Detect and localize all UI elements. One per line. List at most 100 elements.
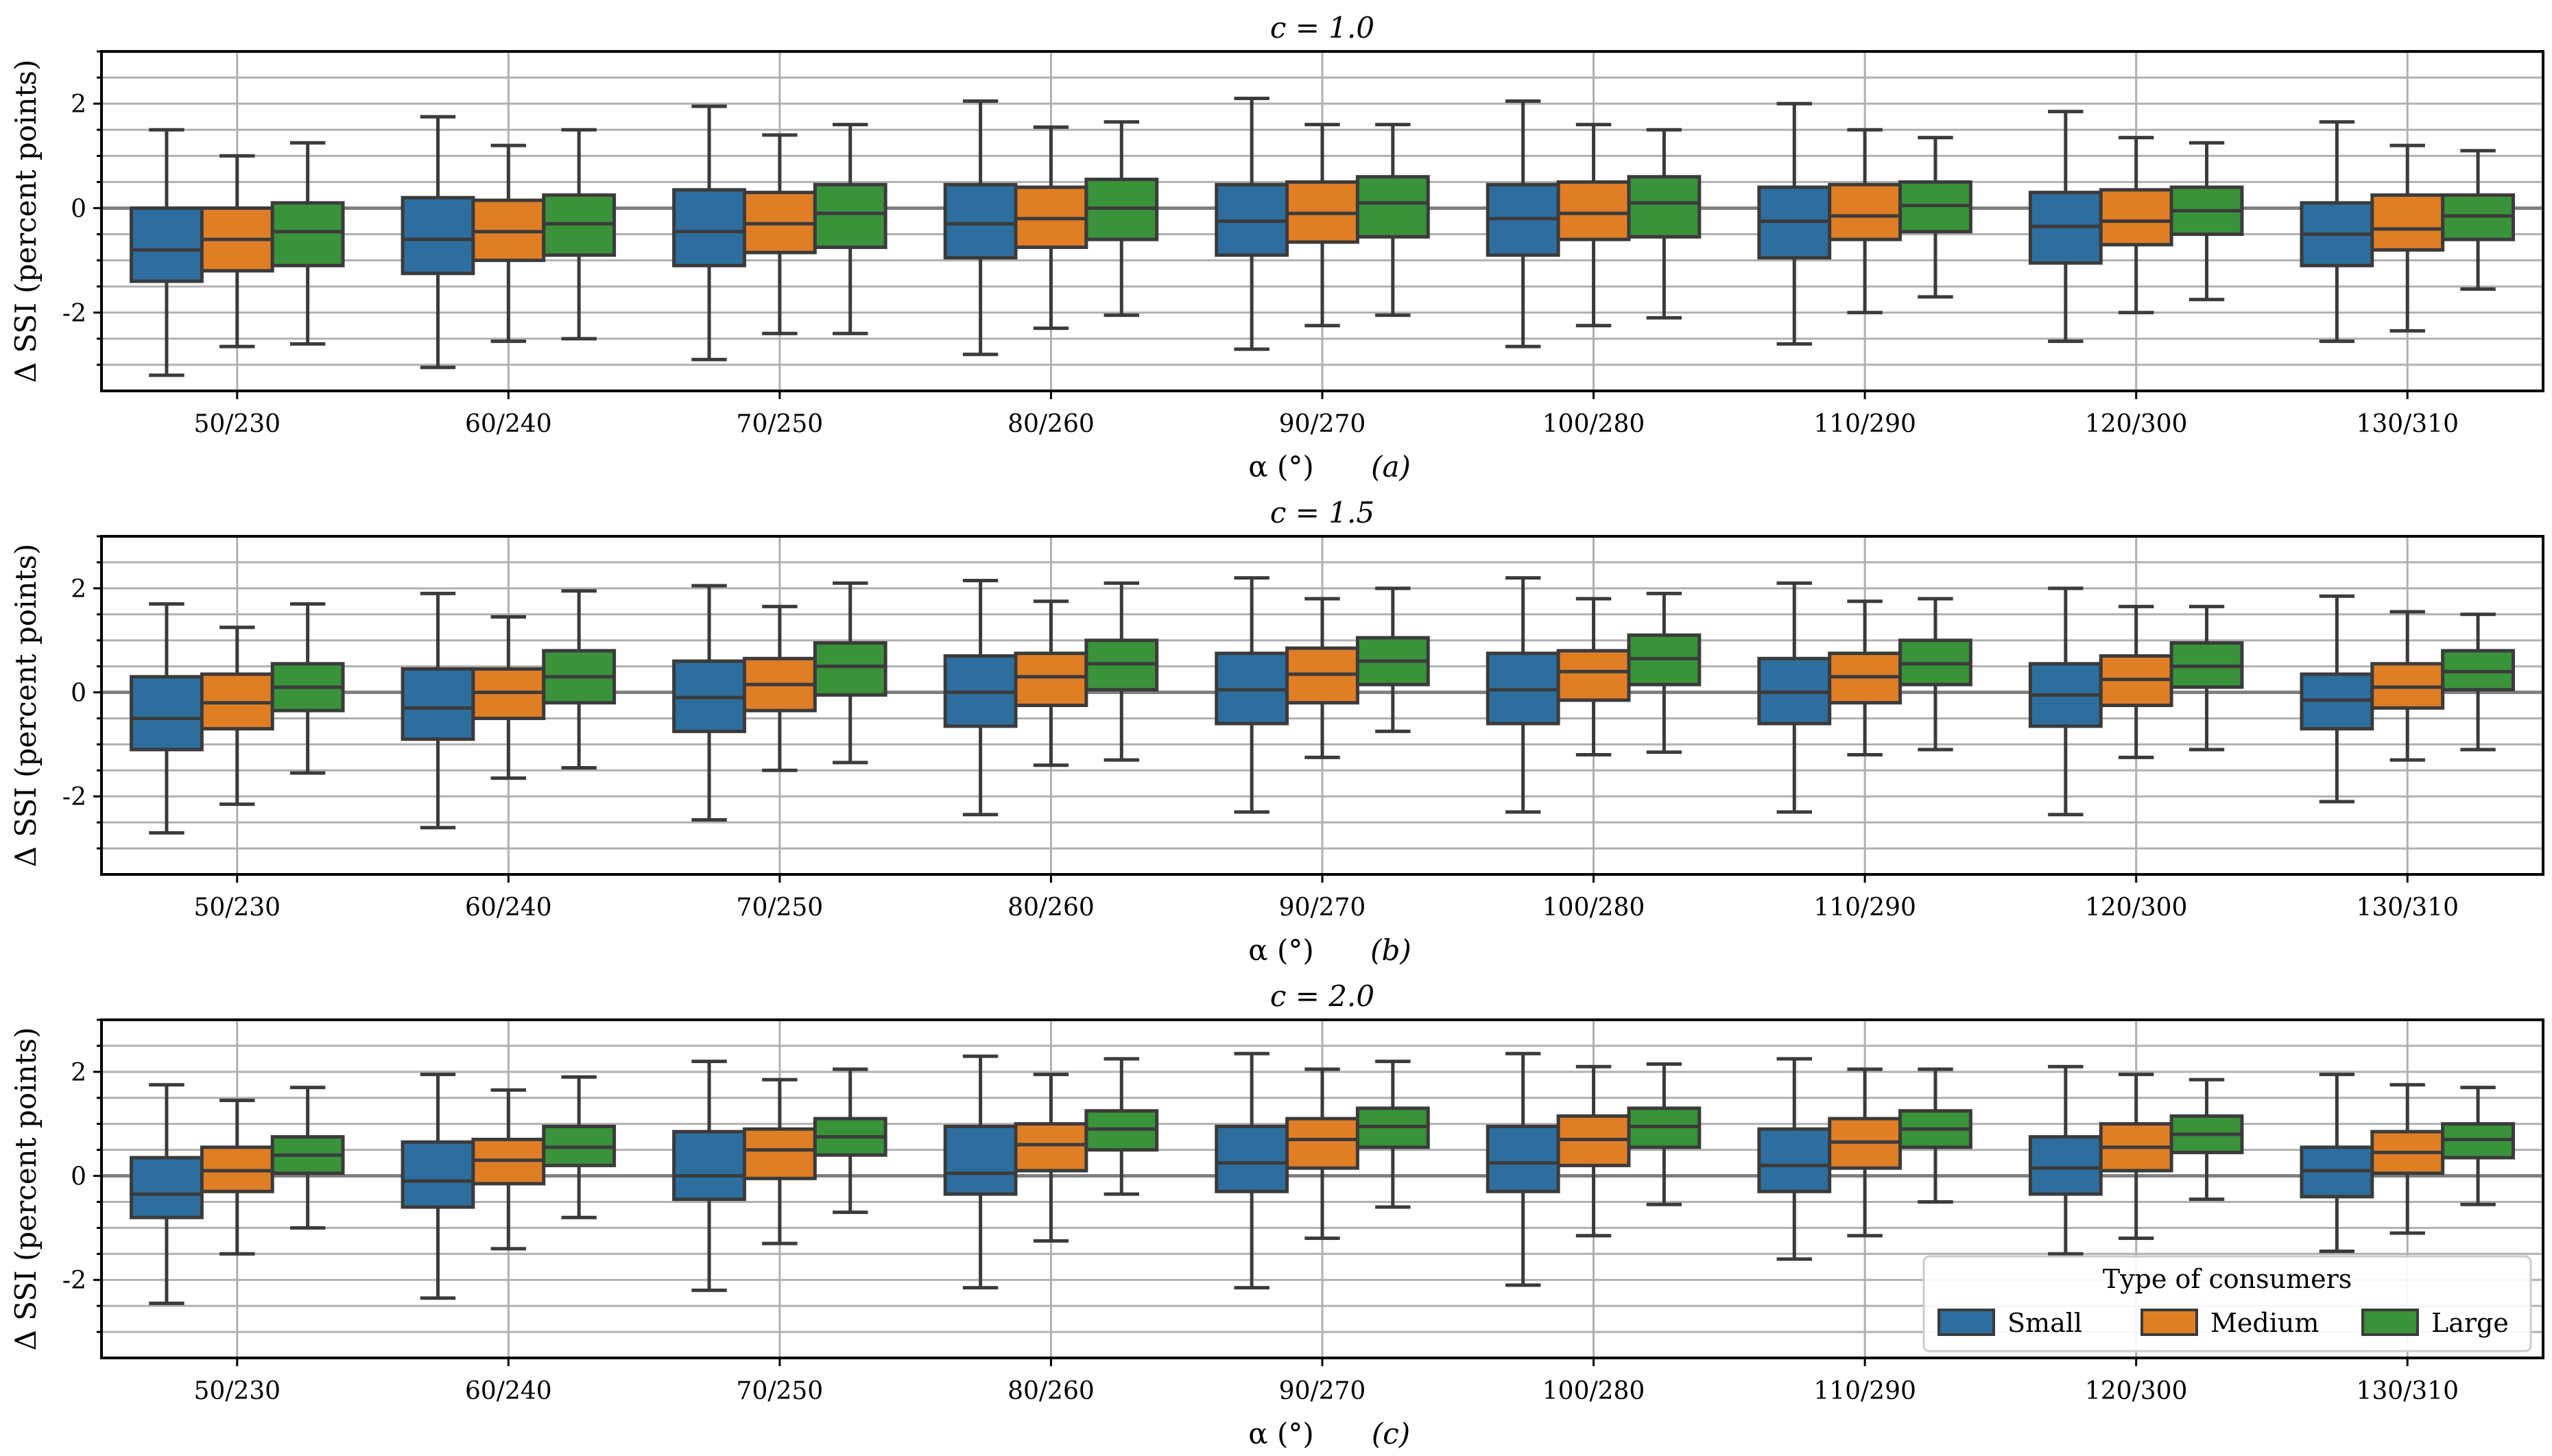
box-medium-130/310 xyxy=(2370,143,2445,333)
box-large-80/260 xyxy=(1084,581,1159,762)
panel-title: c = 1.5 xyxy=(1270,496,1374,529)
box-large-120/300 xyxy=(2169,141,2244,302)
box-small-100/280 xyxy=(1486,99,1560,348)
xtick-label: 130/310 xyxy=(2356,410,2459,438)
box-iqr xyxy=(1215,1124,1289,1193)
box-iqr xyxy=(672,1130,746,1202)
box-small-60/240 xyxy=(401,1073,475,1300)
xtick-label: 50/230 xyxy=(193,410,281,438)
box-large-70/250 xyxy=(813,1067,887,1215)
box-large-50/230 xyxy=(270,602,345,775)
legend-swatch-medium xyxy=(2140,1309,2198,1336)
xtick-label: 50/230 xyxy=(193,1377,281,1405)
xtick-label: 60/240 xyxy=(465,1377,552,1405)
box-iqr xyxy=(130,206,204,283)
box-large-50/230 xyxy=(270,141,345,346)
box-iqr xyxy=(270,201,345,267)
box-small-110/290 xyxy=(1757,581,1832,814)
legend-item-small: Small xyxy=(1937,1308,2082,1338)
box-large-100/280 xyxy=(1627,591,1702,754)
box-medium-70/250 xyxy=(742,604,817,772)
box-medium-90/270 xyxy=(1285,597,1359,759)
box-medium-110/290 xyxy=(1828,599,1903,757)
box-iqr xyxy=(130,675,204,752)
box-medium-90/270 xyxy=(1285,1067,1359,1241)
box-large-70/250 xyxy=(813,123,887,335)
box-large-50/230 xyxy=(270,1086,345,1230)
box-large-110/290 xyxy=(1898,1067,1972,1204)
xtick-label: 110/290 xyxy=(1813,1377,1916,1405)
box-large-120/300 xyxy=(2169,1077,2244,1202)
ytick-label: 0 xyxy=(71,680,86,708)
box-large-80/260 xyxy=(1084,1057,1159,1196)
box-iqr xyxy=(813,641,887,697)
ytick-label: 2 xyxy=(71,91,86,119)
box-small-110/290 xyxy=(1757,102,1832,346)
xtick-label: 130/310 xyxy=(2356,1377,2459,1405)
xtick-label: 120/300 xyxy=(2085,894,2188,922)
box-medium-70/250 xyxy=(742,1077,817,1245)
xtick-label: 110/290 xyxy=(1813,894,1916,922)
panel-letter: (a) xyxy=(1371,450,1411,484)
box-medium-50/230 xyxy=(200,1099,274,1256)
ytick-label: 0 xyxy=(71,195,86,223)
box-iqr xyxy=(1285,1117,1359,1170)
box-large-60/240 xyxy=(542,128,617,341)
y-axis-label: Δ SSI (percent points) xyxy=(9,544,43,868)
box-large-120/300 xyxy=(2169,604,2244,752)
box-iqr xyxy=(401,1140,475,1209)
box-iqr xyxy=(1556,649,1631,702)
x-axis-label: α (°) xyxy=(1248,933,1313,967)
box-iqr xyxy=(401,195,475,276)
box-medium-50/230 xyxy=(200,154,274,348)
box-iqr xyxy=(1355,175,1430,239)
box-large-100/280 xyxy=(1627,128,1702,320)
box-medium-130/310 xyxy=(2370,610,2445,762)
box-large-90/270 xyxy=(1355,123,1430,318)
box-medium-90/270 xyxy=(1285,123,1359,328)
box-iqr xyxy=(130,1156,204,1219)
box-medium-50/230 xyxy=(200,625,274,807)
box-small-120/300 xyxy=(2028,1064,2103,1256)
box-iqr xyxy=(1014,1122,1088,1173)
ytick-label: 2 xyxy=(71,1059,86,1087)
box-large-90/270 xyxy=(1355,1060,1430,1209)
box-medium-70/250 xyxy=(742,133,817,335)
box-large-130/310 xyxy=(2441,149,2515,291)
box-iqr xyxy=(2028,1135,2103,1196)
legend-item-medium: Medium xyxy=(2140,1308,2319,1338)
box-medium-120/300 xyxy=(2099,136,2173,315)
box-medium-80/260 xyxy=(1014,125,1088,331)
ytick-label: -2 xyxy=(62,1267,86,1295)
panel-letter: (b) xyxy=(1370,933,1411,967)
x-axis-label: α (°) xyxy=(1248,450,1313,484)
xtick-label: 60/240 xyxy=(465,410,552,438)
box-large-110/290 xyxy=(1898,136,1972,299)
xtick-label: 90/270 xyxy=(1279,1377,1366,1405)
legend-label-small: Small xyxy=(2007,1308,2082,1338)
box-iqr xyxy=(742,1127,817,1180)
box-iqr xyxy=(2370,193,2445,252)
box-iqr xyxy=(672,188,746,267)
box-large-90/270 xyxy=(1355,586,1430,733)
box-small-90/270 xyxy=(1215,1051,1289,1290)
y-axis-label: Δ SSI (percent points) xyxy=(9,1027,43,1351)
xtick-label: 80/260 xyxy=(1007,1377,1095,1405)
box-small-120/300 xyxy=(2028,586,2103,817)
xtick-label: 80/260 xyxy=(1007,410,1095,438)
box-large-60/240 xyxy=(542,1075,617,1219)
box-large-60/240 xyxy=(542,589,617,770)
box-small-100/280 xyxy=(1486,576,1560,814)
box-iqr xyxy=(1556,180,1631,241)
xtick-label: 50/230 xyxy=(193,894,281,922)
box-iqr xyxy=(943,182,1018,260)
ytick-label: -2 xyxy=(62,300,86,328)
legend-label-medium: Medium xyxy=(2210,1308,2319,1338)
box-small-80/260 xyxy=(943,1054,1018,1290)
box-large-80/260 xyxy=(1084,120,1159,318)
y-axis-label: Δ SSI (percent points) xyxy=(9,60,43,383)
legend-title: Type of consumers xyxy=(2103,1264,2352,1294)
box-large-70/250 xyxy=(813,581,887,765)
panel-1: -2 0 2 50/230 60/240 70/250 80/260 90/270 100/28… xyxy=(9,11,2544,484)
